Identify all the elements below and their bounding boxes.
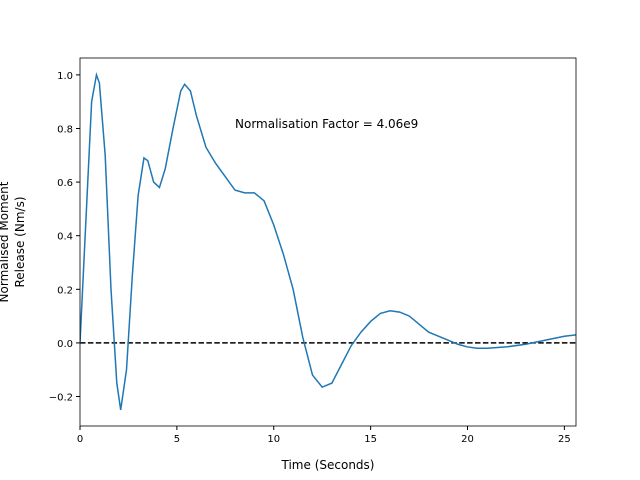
y-axis-label: Normalised Moment <box>0 181 11 302</box>
y-tick-label: 0.2 <box>57 285 73 296</box>
y-tick-label: 0.0 <box>57 339 73 350</box>
annotation: Normalisation Factor = 4.06e9 <box>235 117 418 131</box>
plot-frame <box>79 57 577 427</box>
x-tick-label: 10 <box>267 434 280 445</box>
x-tick-label: 0 <box>77 434 83 445</box>
x-tick-label: 5 <box>174 434 180 445</box>
data-line <box>80 72 576 411</box>
x-axis-label: Time (Seconds) <box>281 458 375 472</box>
y-axis-label: Release (Nm/s) <box>13 196 27 287</box>
y-tick-label: 0.4 <box>57 232 73 243</box>
y-tick-label: 0.6 <box>57 178 73 189</box>
y-tick-label: −0.2 <box>49 393 73 404</box>
x-tick-label: 20 <box>461 434 474 445</box>
x-tick-label: 25 <box>558 434 571 445</box>
y-tick-label: 1.0 <box>57 71 73 82</box>
x-tick-label: 15 <box>364 434 377 445</box>
y-tick-label: 0.8 <box>57 124 73 135</box>
